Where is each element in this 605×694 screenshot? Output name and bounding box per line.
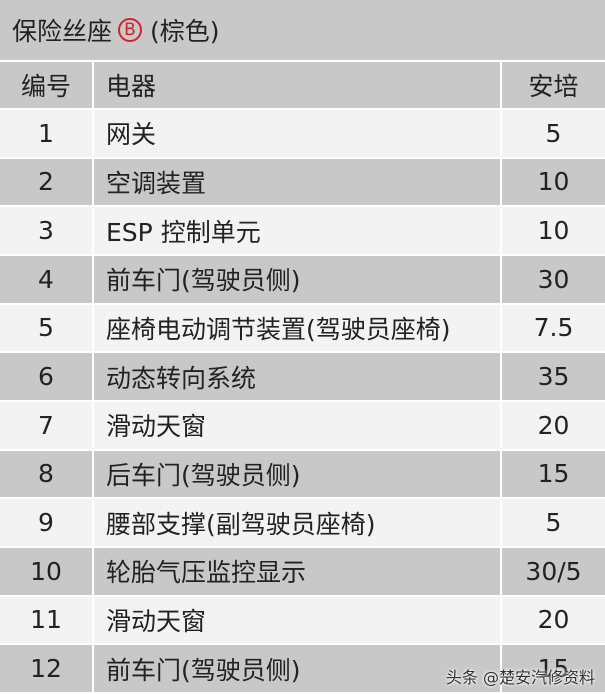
table-cell: 9: [0, 499, 92, 546]
table-cell: 15: [502, 450, 605, 498]
table-cell: 2: [0, 158, 92, 206]
table-cell: 5: [0, 304, 92, 352]
table-cell: 35: [502, 353, 605, 400]
header-cell: 编号: [0, 62, 92, 108]
table-cell: 4: [0, 256, 92, 303]
title-badge: B: [118, 18, 143, 42]
table-cell: 5: [502, 110, 605, 157]
table-cell: ESP 控制单元: [94, 207, 500, 254]
table-cell: 空调装置: [94, 158, 500, 206]
table-cell: 10: [502, 158, 605, 206]
table-cell: 后车门(驾驶员侧): [94, 450, 500, 498]
title-text: 保险丝座: [12, 17, 113, 46]
header-cell: 电器: [94, 62, 500, 108]
table-cell: 1: [0, 110, 92, 157]
table-cell: 15: [502, 645, 605, 692]
table-cell: 轮胎气压监控显示: [94, 548, 500, 595]
table-cell: 前车门(驾驶员侧): [94, 645, 500, 692]
table-cell: 动态转向系统: [94, 353, 500, 400]
title-bar: 保险丝座 B (棕色): [0, 0, 605, 60]
table-cell: 滑动天窗: [94, 402, 500, 449]
table-cell: 7.5: [502, 304, 605, 352]
table-cell: 12: [0, 645, 92, 692]
table-cell: 滑动天窗: [94, 596, 500, 644]
table-cell: 前车门(驾驶员侧): [94, 256, 500, 303]
table-cell: 20: [502, 402, 605, 449]
title-suffix: (棕色): [150, 17, 220, 46]
table-cell: 10: [502, 207, 605, 254]
table-cell: 10: [0, 548, 92, 595]
table-cell: 8: [0, 450, 92, 498]
table-cell: 5: [502, 499, 605, 546]
table-cell: 20: [502, 596, 605, 644]
table-cell: 30/5: [502, 548, 605, 595]
table-cell: 座椅电动调节装置(驾驶员座椅): [94, 304, 500, 352]
watermark: 头条 @楚安汽修资料: [445, 668, 595, 687]
table-cell: 网关: [94, 110, 500, 157]
header-cell: 安培: [502, 62, 605, 108]
table-cell: 11: [0, 596, 92, 644]
table-cell: 6: [0, 353, 92, 400]
table-cell: 30: [502, 256, 605, 303]
table-cell: 7: [0, 402, 92, 449]
table-cell: 3: [0, 207, 92, 254]
table-cell: 腰部支撑(副驾驶员座椅): [94, 499, 500, 546]
